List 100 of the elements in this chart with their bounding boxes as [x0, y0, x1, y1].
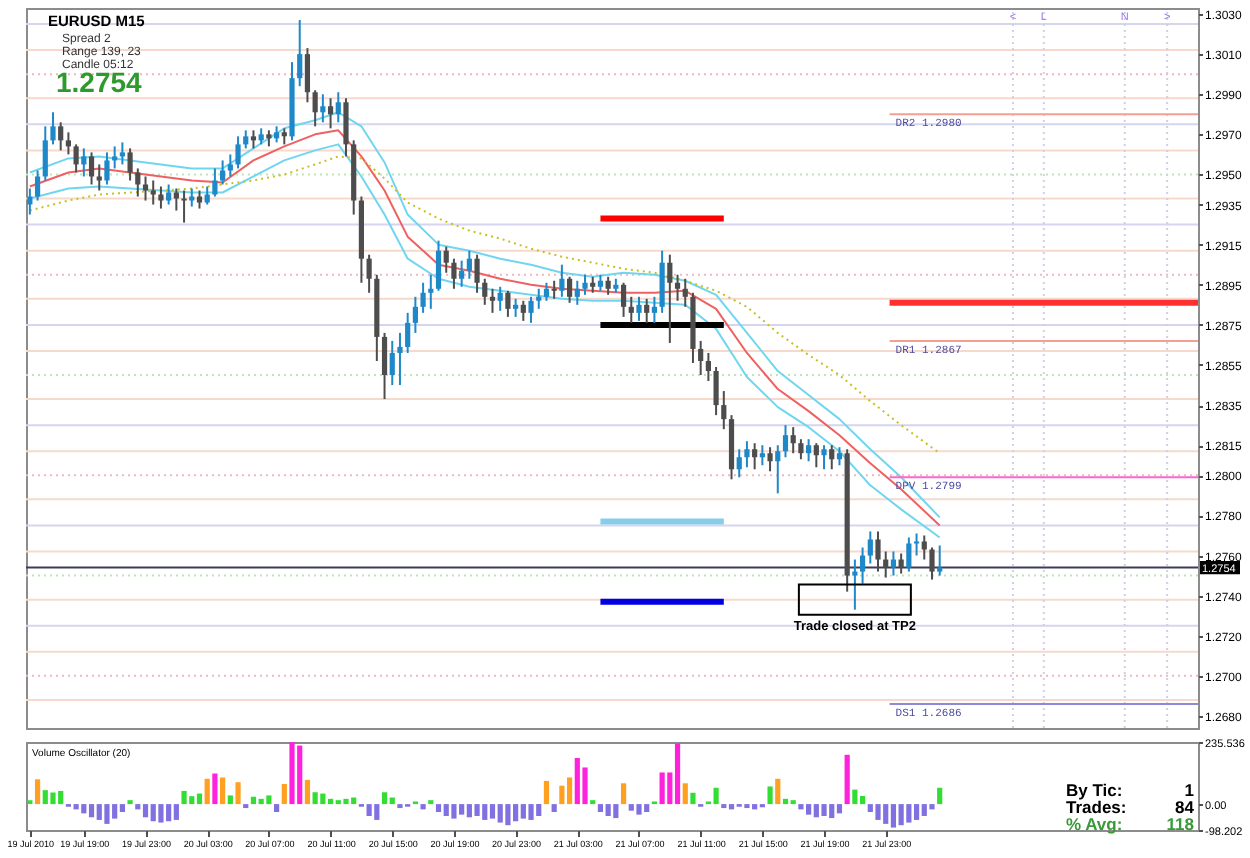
bar [620, 783, 627, 805]
bar [366, 804, 372, 816]
candlestick [759, 444, 765, 467]
bar [574, 757, 580, 805]
candlestick [921, 534, 927, 561]
candlestick [574, 279, 580, 306]
bar [34, 779, 41, 805]
bar [443, 804, 449, 816]
candlestick [173, 187, 179, 212]
candlestick [852, 558, 858, 611]
candlestick [898, 552, 904, 575]
bar [227, 795, 233, 805]
bar [196, 793, 203, 805]
candlestick [73, 143, 79, 174]
bar [489, 804, 496, 819]
bar [112, 804, 118, 819]
bar [135, 804, 141, 810]
candlestick [227, 153, 233, 178]
bar [119, 804, 125, 813]
bar [81, 804, 87, 814]
bar [343, 798, 349, 805]
candlestick [482, 277, 488, 306]
bar [728, 804, 735, 810]
candlestick [127, 147, 133, 182]
bar [96, 804, 102, 820]
candlestick [651, 295, 658, 324]
candlestick [829, 444, 835, 471]
bar [829, 804, 835, 819]
bar [435, 804, 442, 813]
bar [752, 804, 758, 810]
candlestick [559, 263, 565, 298]
candlestick [135, 167, 141, 198]
bar [844, 754, 850, 805]
bar [482, 804, 488, 820]
candlestick [451, 257, 457, 290]
bar [674, 743, 681, 805]
bar [258, 798, 264, 805]
candlestick [906, 536, 912, 573]
bar [50, 792, 56, 805]
candlestick [628, 295, 634, 324]
candlestick [736, 448, 742, 479]
bar [459, 804, 465, 815]
bar [690, 792, 696, 805]
candlestick [836, 446, 843, 467]
candlestick [34, 169, 41, 202]
candlestick [50, 111, 56, 146]
bar [497, 804, 503, 823]
candlestick [181, 189, 187, 224]
candlestick [150, 179, 156, 206]
bar [636, 804, 642, 815]
candlestick [88, 151, 95, 186]
bar [929, 804, 935, 810]
candlestick [875, 530, 881, 573]
candlestick [320, 93, 326, 124]
bar [204, 778, 210, 805]
bar [775, 778, 781, 805]
candlestick [204, 185, 210, 206]
candlestick [65, 131, 72, 156]
candlestick [867, 530, 873, 565]
bar [73, 804, 79, 810]
bar [798, 804, 804, 810]
candlestick [405, 311, 411, 354]
bar [628, 804, 634, 811]
candlestick [721, 390, 727, 431]
bar [921, 804, 927, 816]
bar [250, 796, 257, 805]
candlestick [698, 339, 704, 377]
bar [528, 804, 534, 820]
bar [906, 804, 912, 823]
bar [235, 782, 241, 805]
bar [713, 787, 719, 805]
bar [289, 742, 295, 805]
candlestick [775, 444, 781, 495]
bar [420, 804, 426, 810]
candlestick [27, 187, 33, 216]
annotation: 84 [1175, 797, 1195, 817]
candlestick [497, 285, 503, 312]
bar [566, 777, 573, 805]
candlestick [859, 546, 866, 585]
candlestick [682, 277, 688, 308]
candlestick [389, 339, 395, 387]
candlestick [752, 442, 758, 471]
candlestick [235, 135, 241, 170]
bar [890, 804, 897, 828]
bar [88, 804, 95, 818]
candlestick [520, 299, 526, 322]
bar [466, 804, 472, 818]
bar [304, 779, 311, 805]
candlestick [929, 546, 935, 581]
candlestick [250, 129, 257, 150]
bar [659, 772, 665, 805]
annotation: % Avg: [1066, 814, 1123, 834]
bar [451, 804, 457, 819]
candlestick [366, 253, 372, 294]
candlestick [335, 91, 341, 124]
candlestick [428, 273, 434, 310]
annotation: Trades: [1066, 797, 1127, 817]
candlestick [644, 297, 650, 324]
annotation: 1 [1184, 780, 1195, 800]
bar [867, 804, 873, 813]
